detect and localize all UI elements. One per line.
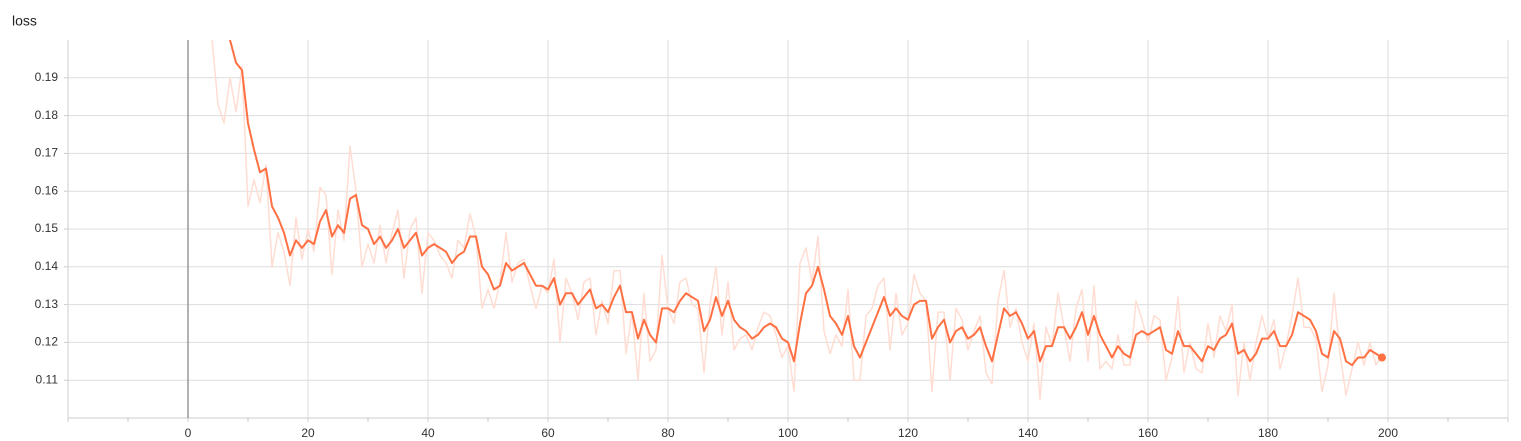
y-tick-label: 0.19 xyxy=(35,70,59,84)
series-line xyxy=(211,40,1383,400)
x-tick-label: 60 xyxy=(541,426,555,440)
x-tick-label: 200 xyxy=(1378,426,1398,440)
y-tick-label: 0.18 xyxy=(35,108,59,122)
plot-area xyxy=(211,40,1386,400)
x-tick-label: 100 xyxy=(778,426,798,440)
series-line xyxy=(228,40,1383,367)
y-tick-label: 0.12 xyxy=(35,335,59,349)
axis-labels: 0.11 0.12 0.13 0.14 0.15 0.16 0.17 0.18 0.19 0 20 4… xyxy=(35,70,1399,440)
chart-title: loss xyxy=(12,13,37,29)
y-tick-label: 0.13 xyxy=(35,297,59,311)
y-tick-label: 0.14 xyxy=(35,259,59,273)
x-tick-label: 160 xyxy=(1138,426,1158,440)
x-tick-label: 80 xyxy=(661,426,675,440)
y-tick-label: 0.16 xyxy=(35,183,59,197)
last-point xyxy=(1378,353,1386,362)
y-tick-label: 0.15 xyxy=(35,221,59,235)
grid xyxy=(64,40,1509,422)
x-tick-label: 180 xyxy=(1258,426,1278,440)
x-tick-label: 20 xyxy=(301,426,315,440)
y-tick-label: 0.11 xyxy=(36,372,59,386)
x-tick-label: 40 xyxy=(421,426,435,440)
x-tick-label: 0 xyxy=(185,426,192,440)
y-tick-label: 0.17 xyxy=(35,146,59,160)
x-tick-label: 120 xyxy=(898,426,918,440)
x-tick-label: 140 xyxy=(1018,426,1038,440)
